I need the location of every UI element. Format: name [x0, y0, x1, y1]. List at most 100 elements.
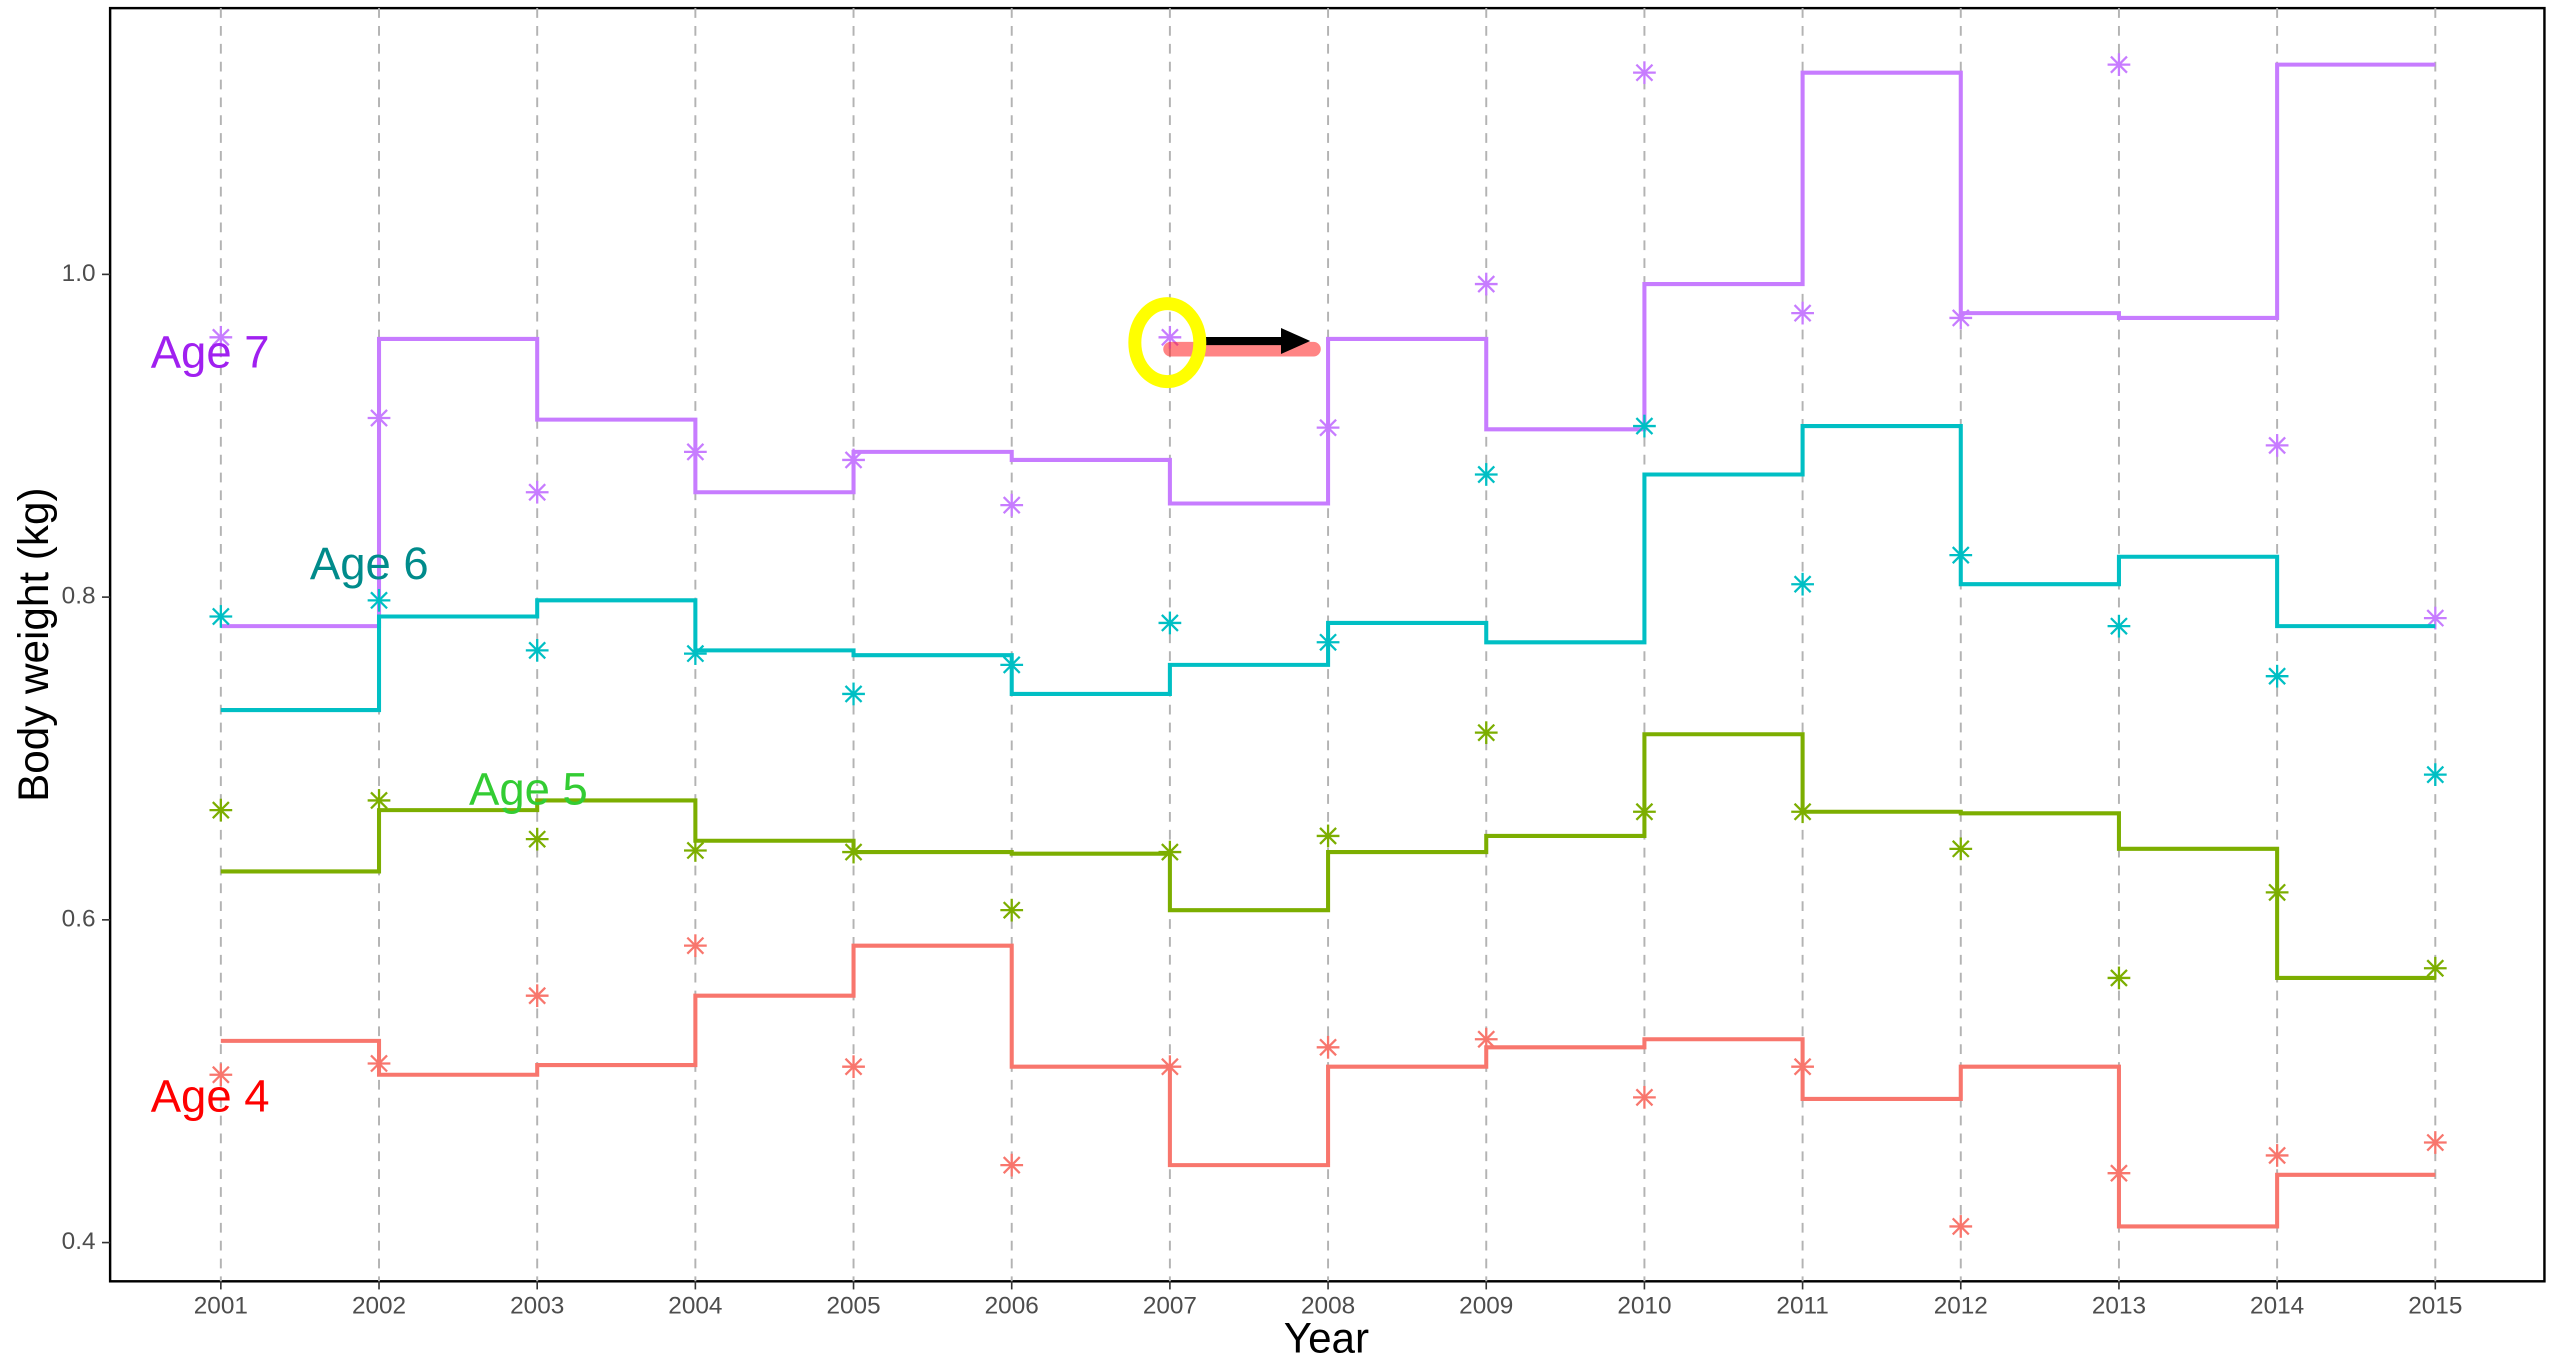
point	[367, 588, 391, 612]
point	[1633, 800, 1656, 824]
step-line	[220, 732, 2436, 980]
point	[2107, 1161, 2131, 1185]
star-arm	[1951, 840, 1970, 858]
point	[2265, 881, 2289, 904]
point	[525, 827, 549, 851]
point	[1000, 1153, 1024, 1177]
point	[684, 642, 707, 665]
y-tick-label: 0.8	[62, 583, 96, 610]
star-arm	[686, 936, 705, 955]
point	[1791, 301, 1814, 325]
star-arm	[844, 451, 863, 469]
y-axis-title: Body weight (kg)	[10, 487, 57, 801]
star-arm	[2426, 609, 2445, 627]
marks: Age 7 Age 6 Age 5 Age 4	[151, 53, 2447, 1238]
star-arm	[1002, 901, 1021, 920]
arrow-head	[1280, 328, 1311, 355]
x-tick-label: 2009	[1459, 1293, 1513, 1320]
point	[684, 440, 707, 464]
x-tick-label: 2015	[2408, 1293, 2462, 1320]
point	[1158, 611, 1182, 635]
star-arm	[528, 986, 547, 1005]
point	[525, 480, 549, 504]
point	[209, 798, 233, 822]
star-arm	[1635, 417, 1654, 435]
point	[525, 638, 549, 662]
star-arm	[1002, 1156, 1021, 1174]
star-arm	[1161, 1057, 1179, 1076]
point	[1000, 653, 1024, 677]
x-tick-label: 2013	[2092, 1293, 2146, 1320]
star-arm	[1161, 328, 1179, 347]
star-arm	[211, 607, 230, 626]
star-arm	[686, 841, 705, 860]
point	[1791, 800, 1814, 824]
x-tick-label: 2004	[668, 1293, 722, 1320]
star-arm	[1002, 496, 1021, 514]
point	[1791, 572, 1814, 596]
highlight-circle	[1128, 297, 1207, 389]
star-arm	[2268, 1146, 2286, 1165]
point	[842, 840, 865, 864]
x-tick-label: 2002	[352, 1293, 406, 1320]
point	[1949, 306, 1973, 330]
star-arm	[2110, 1164, 2128, 1183]
y-tick-label: 0.4	[62, 1228, 96, 1255]
point	[2107, 614, 2131, 638]
x-tick-label: 2005	[826, 1293, 880, 1320]
point	[2423, 956, 2447, 980]
star-arm	[1793, 802, 1812, 821]
point	[842, 448, 865, 472]
x-tick-label: 2008	[1301, 1293, 1355, 1320]
star-arm	[528, 830, 547, 849]
star-arm	[1635, 802, 1654, 821]
star-arm	[2426, 959, 2445, 978]
point	[2423, 606, 2447, 630]
point	[1000, 898, 1024, 922]
point	[1949, 837, 1973, 861]
point	[2423, 763, 2447, 786]
series-label: Age 4	[151, 1070, 270, 1121]
star-arm	[528, 641, 547, 660]
x-tick-label: 2010	[1617, 1293, 1671, 1320]
point	[525, 984, 549, 1008]
star-arm	[2268, 436, 2286, 455]
x-tick-label: 2014	[2250, 1293, 2304, 1320]
x-tick-label: 2006	[985, 1293, 1039, 1320]
star-arm	[1319, 827, 1337, 845]
point	[1316, 416, 1340, 440]
star-arm	[1161, 614, 1179, 632]
y-tick-label: 1.0	[62, 260, 96, 287]
point	[2265, 664, 2289, 688]
point	[1316, 1035, 1340, 1059]
point	[2423, 1131, 2447, 1154]
point	[1000, 493, 1024, 517]
star-arm	[2110, 969, 2128, 987]
point	[842, 1055, 865, 1079]
point	[1633, 61, 1656, 85]
star-arm	[1161, 843, 1179, 861]
point	[1158, 840, 1182, 864]
star-arm	[370, 409, 388, 427]
series-label: Age 7	[151, 327, 270, 378]
star-arm	[370, 591, 388, 610]
point	[1949, 543, 1973, 567]
annotation	[1128, 297, 1321, 389]
star-arm	[211, 801, 230, 819]
star-arm	[686, 443, 705, 461]
star-arm	[1319, 418, 1337, 437]
star-arm	[1793, 1057, 1812, 1076]
point	[367, 406, 391, 430]
series-label: Age 5	[469, 764, 588, 815]
star-arm	[1319, 1038, 1337, 1057]
point	[1474, 463, 1498, 486]
point	[2107, 966, 2131, 990]
star-arm	[528, 483, 547, 502]
series-label: Age 6	[310, 538, 429, 589]
star-arm	[2426, 1133, 2445, 1152]
point	[1316, 824, 1340, 848]
point	[367, 789, 391, 812]
x-axis-title: Year	[1284, 1315, 1369, 1362]
